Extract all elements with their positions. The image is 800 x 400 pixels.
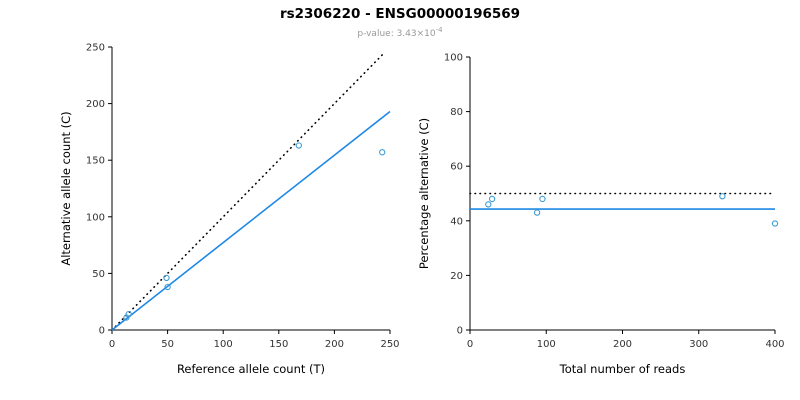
x-tick-label: 100 xyxy=(214,339,233,350)
y-tick-label: 50 xyxy=(92,269,105,280)
x-tick-label: 100 xyxy=(537,339,556,350)
chart-subtitle: p-value: 3.43×10-4 xyxy=(0,26,800,39)
chart-title: rs2306220 - ENSG00000196569 xyxy=(279,6,521,22)
data-point xyxy=(771,220,779,227)
y-tick-label: 100 xyxy=(86,212,105,223)
data-point xyxy=(379,149,386,156)
fit-line xyxy=(111,110,391,331)
data-point xyxy=(533,209,541,216)
right-scatter-plot: 0 100 200 300 400 0 20 40 60 80 100 Total number of… xyxy=(417,53,785,377)
y-tick-label: 100 xyxy=(444,53,463,64)
data-point xyxy=(539,195,546,203)
data-point xyxy=(164,283,171,291)
data-point xyxy=(488,195,496,203)
left-scatter-plot: 0 50 100 150 200 250 0 50 100 150 200 250 Reference … xyxy=(59,43,400,377)
x-tick-label: 250 xyxy=(380,339,399,350)
x-tick-label: 50 xyxy=(161,339,174,350)
y-tick-label: 40 xyxy=(450,216,463,227)
data-point xyxy=(295,142,302,149)
x-tick-label: 200 xyxy=(613,339,632,350)
subtitle-exponent: -4 xyxy=(435,26,443,34)
subtitle-text: p-value: 3.43×10 xyxy=(357,29,436,39)
y-tick-label: 20 xyxy=(450,271,463,282)
data-point xyxy=(719,193,726,200)
data-point xyxy=(485,201,492,208)
x-tick-label: 0 xyxy=(467,339,473,350)
y-axis-label: Percentage alternative (C) xyxy=(417,118,431,269)
y-tick-label: 80 xyxy=(450,107,463,118)
y-tick-label: 0 xyxy=(457,326,463,337)
x-axis-label: Reference allele count (T) xyxy=(177,362,325,376)
x-tick-label: 400 xyxy=(765,339,784,350)
y-tick-label: 150 xyxy=(86,156,105,167)
x-tick-label: 200 xyxy=(325,339,344,350)
identity-line xyxy=(111,54,384,331)
x-axis-label: Total number of reads xyxy=(559,362,686,376)
x-tick-label: 300 xyxy=(689,339,708,350)
x-tick-label: 0 xyxy=(109,339,115,350)
y-tick-label: 200 xyxy=(86,99,105,110)
y-tick-label: 0 xyxy=(99,326,105,337)
data-point xyxy=(125,311,132,318)
y-axis-label: Alternative allele count (C) xyxy=(59,111,73,265)
y-tick-label: 60 xyxy=(450,162,463,173)
data-point xyxy=(163,274,170,282)
y-tick-label: 250 xyxy=(86,43,105,54)
x-tick-label: 150 xyxy=(269,339,288,350)
